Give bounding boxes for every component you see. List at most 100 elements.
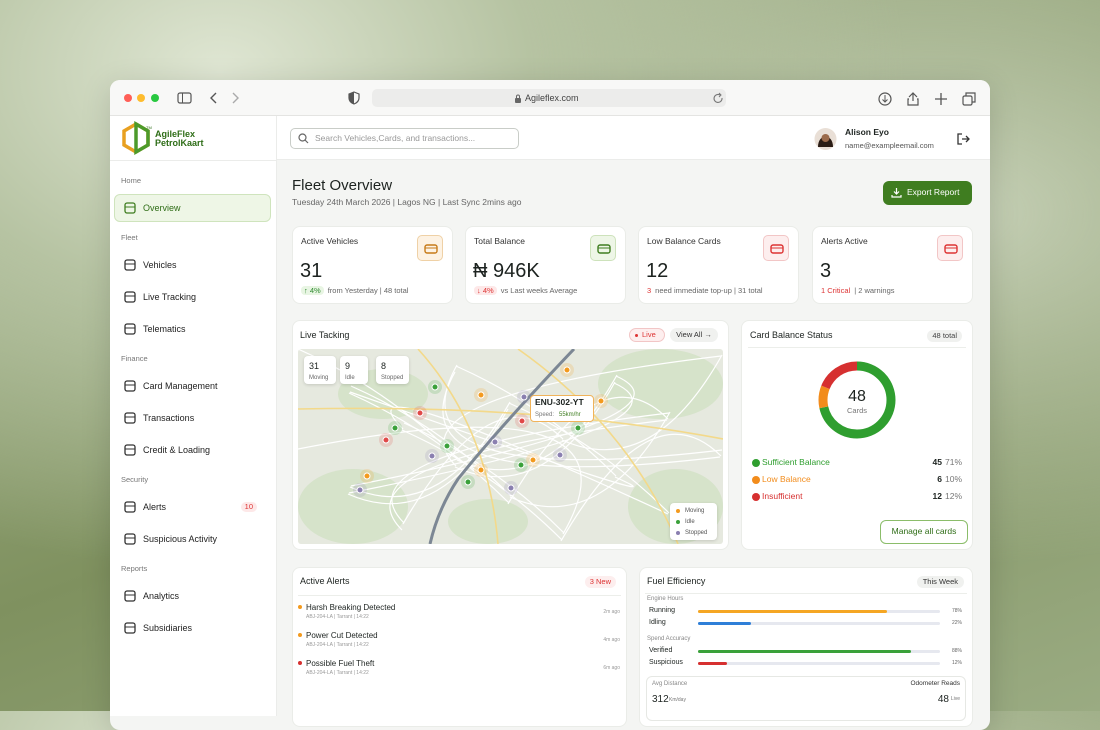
stat-note: need immediate top-up | 31 total <box>655 286 763 295</box>
alert-title: Power Cut Detected <box>306 630 378 640</box>
nav-badge: 10 <box>240 501 257 513</box>
nav-label: Credit & Loading <box>143 445 211 455</box>
window-controls <box>124 94 159 102</box>
legend-label: Stopped <box>685 529 708 536</box>
vehicle-marker <box>597 397 605 405</box>
bar <box>698 649 911 653</box>
nav-item[interactable] <box>114 251 271 279</box>
stat-note: | 2 warnings <box>854 286 895 295</box>
alert-meta: ABJ-204-LA | Tarrant | 14:22 <box>306 670 369 676</box>
status-count <box>376 356 409 384</box>
sidebar-section-title: Reports <box>121 563 148 573</box>
nav-item[interactable] <box>114 315 271 343</box>
group-title: Engine Hours <box>647 595 684 602</box>
stat-label: Low Balance Cards <box>647 236 721 247</box>
nav-icon <box>124 380 136 392</box>
vehicle-marker <box>574 424 582 432</box>
view-all-button[interactable] <box>670 328 718 342</box>
search-placeholder: Search Vehicles,Cards, and transactions.… <box>315 133 476 144</box>
url-bar[interactable] <box>372 89 726 107</box>
stat-value: 3 <box>820 259 832 282</box>
map-road <box>444 364 723 461</box>
nav-icon <box>124 291 136 303</box>
icon <box>424 244 438 254</box>
card-title: Active Alerts <box>300 576 350 586</box>
count-label: Idle <box>345 374 355 381</box>
stat-value: 312 <box>652 693 669 705</box>
nav-label: Card Management <box>143 381 218 391</box>
page-subtitle: Tuesday 24th March 2026 | Lagos NG | Las… <box>292 197 522 208</box>
reload-icon <box>713 92 723 104</box>
map-main-road <box>298 407 723 440</box>
alert-dot <box>298 605 302 609</box>
shield-icon <box>348 91 360 105</box>
toolbar-actions <box>878 92 976 106</box>
bar-label: Idling <box>649 619 666 626</box>
vehicle-marker <box>416 409 424 417</box>
live-badge <box>629 328 665 342</box>
total-badge: 48 total <box>927 329 962 343</box>
stat-label: Odometer Reads <box>910 680 961 688</box>
divider <box>298 595 621 596</box>
map-layer <box>298 349 723 544</box>
icon <box>944 244 958 254</box>
stat-label: Avg Distance <box>652 680 688 687</box>
stat-value: 48 <box>937 693 949 705</box>
nav-item[interactable] <box>114 614 271 642</box>
donut-center-value: 48 <box>848 387 866 405</box>
vehicle-marker <box>491 438 499 446</box>
sidebar-section-title: Fleet <box>121 232 138 242</box>
nav-item[interactable] <box>114 194 271 222</box>
nav-icon <box>124 259 136 271</box>
bar-value: 88% <box>951 648 962 654</box>
legend-percent: 12% <box>944 491 962 502</box>
alert-title: Harsh Breaking Detected <box>306 602 396 612</box>
sidebar-section-title: Security <box>121 474 149 484</box>
stat-note: from Yesterday | 48 total <box>327 286 409 295</box>
map-main-road <box>517 349 679 544</box>
donut-center-label: Cards <box>846 405 868 415</box>
manage-cards-button[interactable] <box>880 520 968 544</box>
live-dot <box>635 334 638 337</box>
nav-item[interactable] <box>114 582 271 610</box>
user-avatar <box>814 128 837 150</box>
nav-label: Transactions <box>143 413 195 423</box>
map-road <box>347 408 509 505</box>
alert-time: 2m ago <box>603 609 620 615</box>
alerts-card <box>292 567 627 727</box>
lock-icon <box>515 94 521 103</box>
map-highway <box>428 349 576 544</box>
bar-label: Running <box>649 607 676 614</box>
brand-logo <box>122 120 150 156</box>
map-road <box>560 433 722 542</box>
legend-dot <box>676 509 680 513</box>
map-road <box>349 401 511 498</box>
vehicle-marker <box>529 456 537 464</box>
search-input[interactable] <box>290 128 519 149</box>
divider <box>110 160 276 161</box>
brand-name: PetrolKaart <box>155 138 204 148</box>
stat-change-row: ↓ 4% vs Last weeks Average <box>474 285 624 297</box>
donut <box>818 361 896 439</box>
stat-value: 12 <box>646 259 669 282</box>
nav-label: Subsidiaries <box>143 623 193 633</box>
map-road <box>389 419 668 531</box>
nav-icons <box>177 92 239 104</box>
legend-dot <box>676 520 680 524</box>
donut-segment <box>818 361 896 439</box>
popup-speed-label: Speed: <box>535 411 555 418</box>
count-value: 31 <box>309 361 320 371</box>
alert-time: 4m ago <box>603 637 620 643</box>
map-road <box>350 385 512 497</box>
vehicle-marker <box>477 466 485 474</box>
alert-dot <box>298 633 302 637</box>
legend-dot <box>752 476 760 484</box>
stat-change-row: 3 need immediate top-up | 31 total <box>647 285 797 297</box>
bar <box>698 621 752 625</box>
nav-label: Overview <box>143 203 181 213</box>
divider <box>645 593 967 594</box>
url-text: Agileflex.com <box>525 93 579 103</box>
vehicle-marker <box>391 424 399 432</box>
nav-label: Analytics <box>143 591 180 601</box>
stat-change-row: 1 Critical | 2 warnings <box>821 285 971 297</box>
